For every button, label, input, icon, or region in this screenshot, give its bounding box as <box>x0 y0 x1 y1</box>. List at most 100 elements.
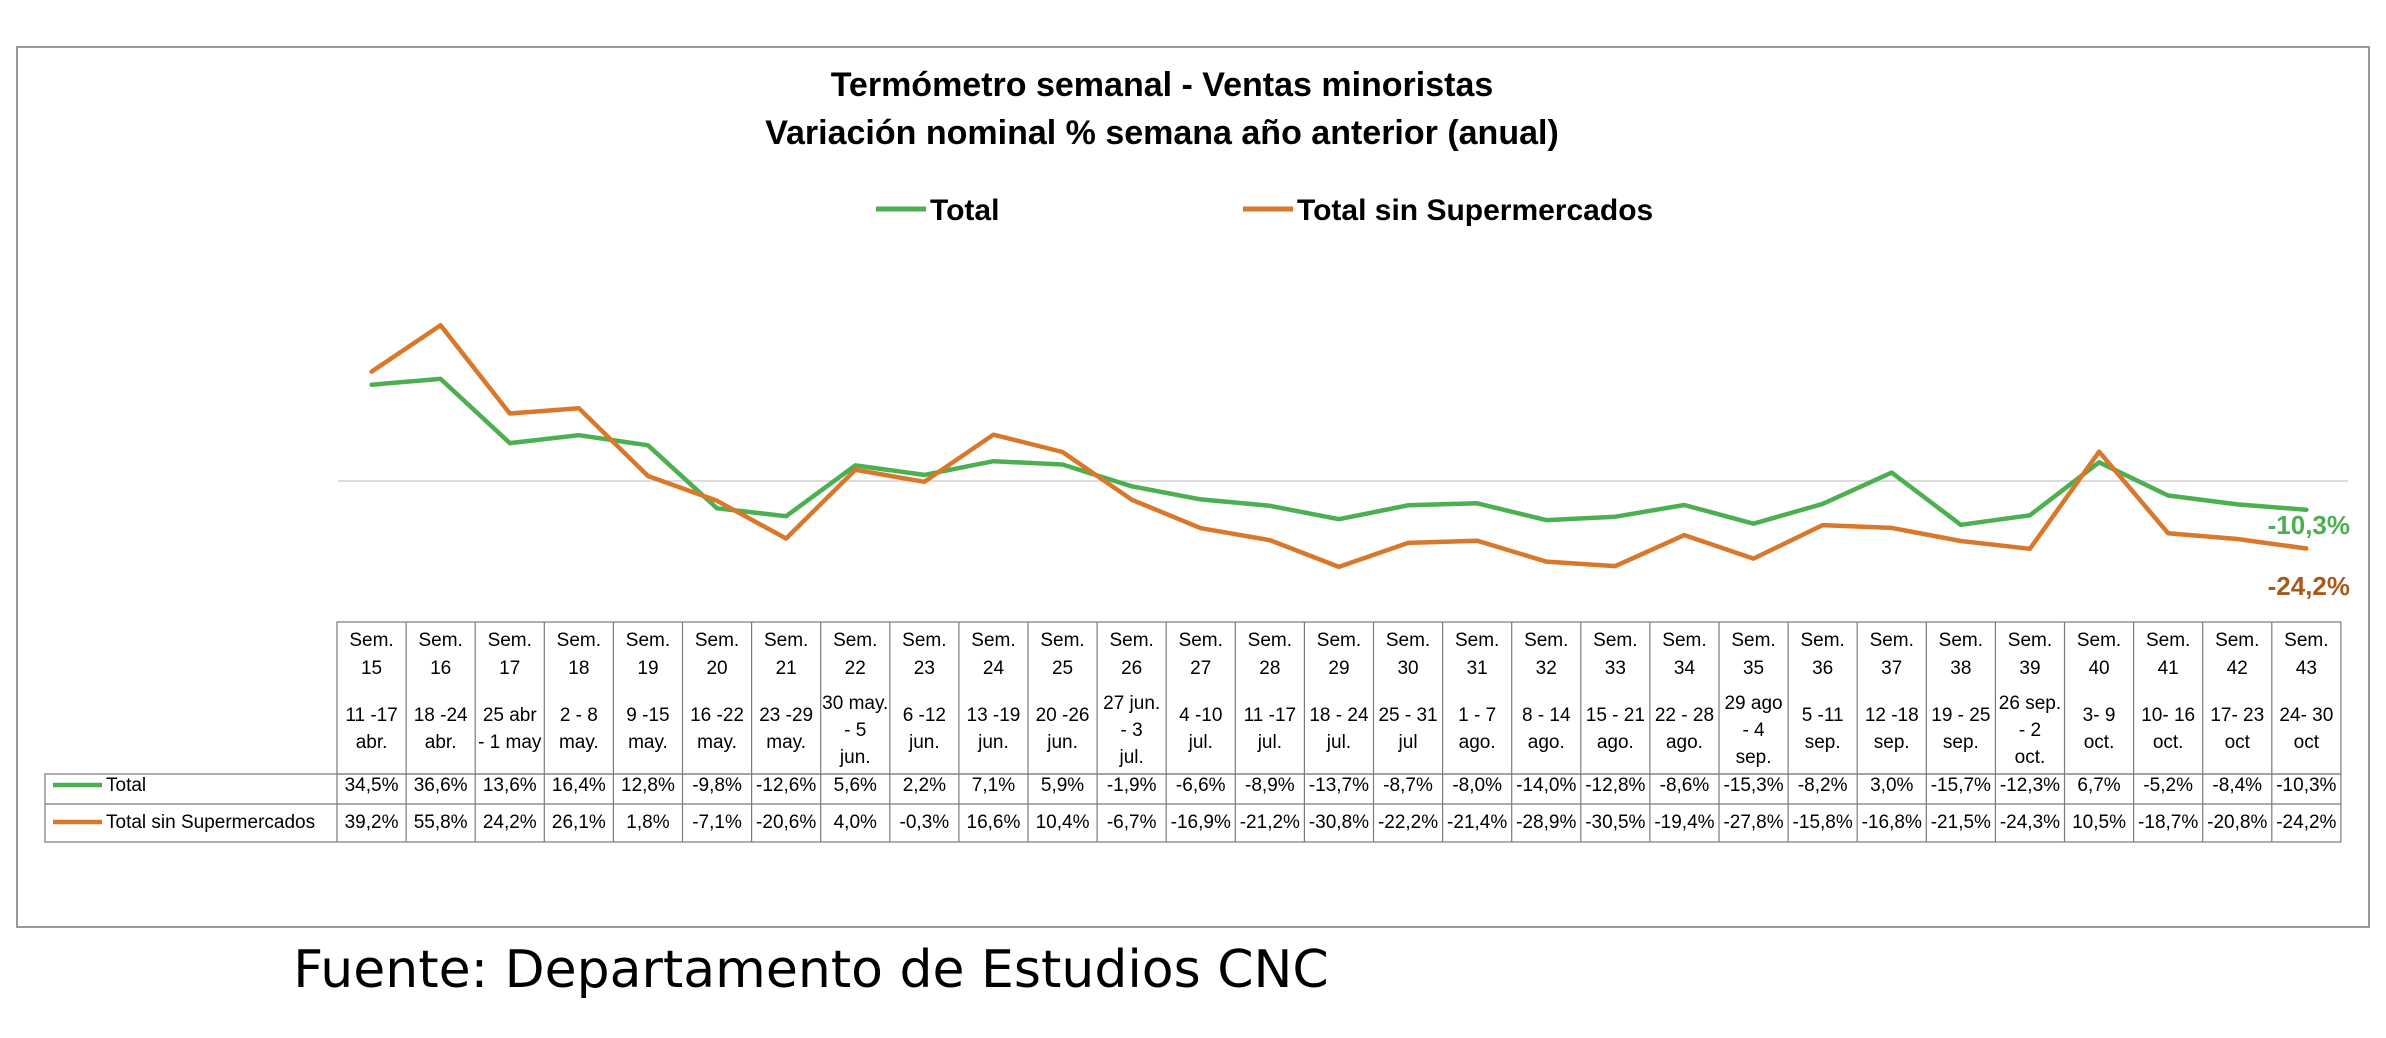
data-table: Sem. 15 11 -17 abr. Sem. 16 18 -24 abr. Sem. 17 25… <box>44 621 2342 843</box>
table-date-label: jul. <box>1326 732 1351 753</box>
table-date-label: abr. <box>356 732 388 753</box>
table-week-label: Sem. <box>2008 630 2052 651</box>
table-week-number: 34 <box>1674 658 1696 679</box>
table-date-label: 10- 16 <box>2141 705 2195 726</box>
series-1-point <box>1544 559 1549 564</box>
table-week-number: 38 <box>1950 658 1971 679</box>
table-date-label: sep. <box>1874 732 1910 753</box>
series-1-point <box>2166 531 2171 536</box>
table-cell: -20,6% <box>756 812 816 833</box>
series-1-point <box>1406 540 1410 545</box>
series-0-point <box>2304 507 2309 512</box>
series-0-point <box>853 463 858 468</box>
table-week-label: Sem. <box>695 630 739 651</box>
table-date-label: ago. <box>1528 732 1565 753</box>
table-cell: 39,2% <box>345 812 399 833</box>
table-date-label: jul <box>1398 732 1418 753</box>
table-date-label: oct. <box>2153 732 2184 753</box>
series-line-1 <box>369 323 2309 570</box>
series-1-point <box>2097 449 2102 454</box>
series-0-point <box>1336 517 1341 522</box>
table-week-label: Sem. <box>2284 630 2328 651</box>
end-label-sin-super: -24,2% <box>2268 571 2350 601</box>
series-1-point <box>1751 556 1756 561</box>
series-1-point <box>1682 533 1687 538</box>
series-1-point <box>784 536 789 541</box>
table-cell: 10,5% <box>2072 812 2126 833</box>
table-date-label: - 5 <box>844 720 866 741</box>
table-cell: -8,4% <box>2212 775 2262 796</box>
series-1-point <box>2027 546 2032 551</box>
table-date-label: 26 sep. <box>1999 693 2061 714</box>
table-date-label: 13 -19 <box>967 705 1021 726</box>
series-0-point <box>2166 493 2171 498</box>
legend-label-sin-super: Total sin Supermercados <box>1297 194 1653 227</box>
series-1-point <box>715 498 719 503</box>
table-date-label: 2 - 8 <box>560 705 598 726</box>
table-cell: -22,2% <box>1378 812 1438 833</box>
table-week-number: 35 <box>1743 658 1764 679</box>
table-date-label: 27 jun. <box>1103 693 1160 714</box>
table-date-label: 9 -15 <box>626 705 669 726</box>
table-body-frame <box>44 773 2342 843</box>
table-cell: -8,2% <box>1798 775 1848 796</box>
series-1-point <box>646 474 650 478</box>
table-week-number: 30 <box>1397 658 1418 679</box>
table-date-label: 20 -26 <box>1036 705 1090 726</box>
table-date-label: jun. <box>1046 732 1078 753</box>
table-date-label: 3- 9 <box>2083 705 2116 726</box>
table-cell: 12,8% <box>621 775 675 796</box>
table-date-label: abr. <box>425 732 457 753</box>
plot-lines <box>369 323 2309 570</box>
table-cell: -8,7% <box>1383 775 1433 796</box>
table-cell: 2,2% <box>903 775 946 796</box>
table-cell: 13,6% <box>483 775 537 796</box>
table-week-label: Sem. <box>1731 630 1775 651</box>
table-week-label: Sem. <box>557 630 601 651</box>
series-0-point <box>438 376 443 381</box>
series-0-point <box>1406 503 1410 508</box>
table-cell: 34,5% <box>345 775 399 796</box>
table-cell: -5,2% <box>2143 775 2193 796</box>
end-label-total: -10,3% <box>2268 510 2350 540</box>
table-week-number: 33 <box>1605 658 1626 679</box>
table-week-number: 31 <box>1467 658 1488 679</box>
table-date-label: 11 -17 <box>1244 705 1296 726</box>
series-0-point <box>1267 503 1272 508</box>
table-date-label: - 1 may <box>478 732 542 753</box>
table-week-number: 25 <box>1052 658 1073 679</box>
table-cell: -28,9% <box>1516 812 1576 833</box>
table-week-label: Sem. <box>1317 630 1361 651</box>
table-date-label: - 2 <box>2019 720 2041 741</box>
table-week-number: 19 <box>637 658 658 679</box>
table-date-label: 24- 30 <box>2279 705 2333 726</box>
table-week-number: 39 <box>2019 658 2040 679</box>
table-week-number: 43 <box>2296 658 2317 679</box>
table-cell: -8,9% <box>1245 775 1295 796</box>
series-0-point <box>1820 501 1825 506</box>
table-week-label: Sem. <box>2215 630 2259 651</box>
table-week-number: 20 <box>706 658 727 679</box>
table-cell: -24,2% <box>2276 812 2336 833</box>
table-week-number: 40 <box>2088 658 2109 679</box>
table-week-number: 26 <box>1121 658 1142 679</box>
table-cell: -27,8% <box>1723 812 1783 833</box>
table-date-label: 23 -29 <box>759 705 813 726</box>
table-cell: -10,3% <box>2276 775 2336 796</box>
series-0-point <box>646 443 650 448</box>
table-week-number: 18 <box>568 658 589 679</box>
table-cell: -12,6% <box>756 775 816 796</box>
table-cell: -15,3% <box>1723 775 1783 796</box>
table-week-label: Sem. <box>418 630 462 651</box>
series-1-point <box>438 323 443 328</box>
series-line-0 <box>369 376 2309 528</box>
series-0-point <box>1613 514 1618 519</box>
series-0-point <box>1129 484 1134 489</box>
table-cell: 6,7% <box>2077 775 2120 796</box>
table-week-number: 37 <box>1881 658 1902 679</box>
series-1-point <box>1060 450 1065 454</box>
table-date-label: sep. <box>1805 732 1841 753</box>
table-cell: -24,3% <box>2000 812 2060 833</box>
table-date-label: 17- 23 <box>2210 705 2264 726</box>
table-week-number: 23 <box>914 658 935 679</box>
